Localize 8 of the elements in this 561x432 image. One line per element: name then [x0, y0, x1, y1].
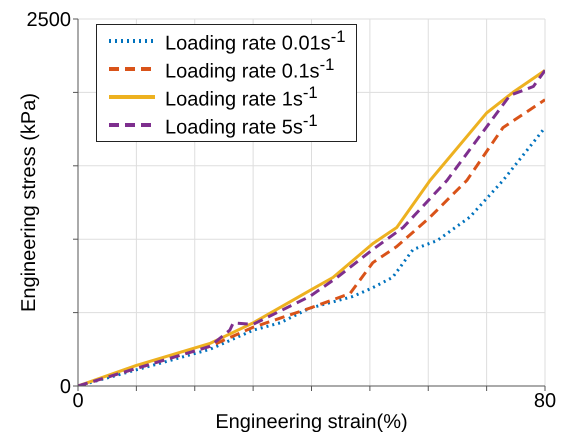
- x-tick-label: 80: [534, 390, 556, 412]
- legend-label: Loading rate 0.1s$^{-1}$: [165, 54, 334, 84]
- y-tick-label: 2500: [26, 9, 71, 32]
- x-axis-title: Engineering strain(%): [215, 411, 408, 432]
- y-axis-title: Engineering stress (kPa): [18, 93, 40, 312]
- legend-label: Loading rate 0.01s$^{-1}$: [165, 26, 346, 56]
- legend-label: Loading rate 1s$^{-1}$: [165, 82, 318, 112]
- legend-label: Loading rate 5s$^{-1}$: [165, 110, 318, 140]
